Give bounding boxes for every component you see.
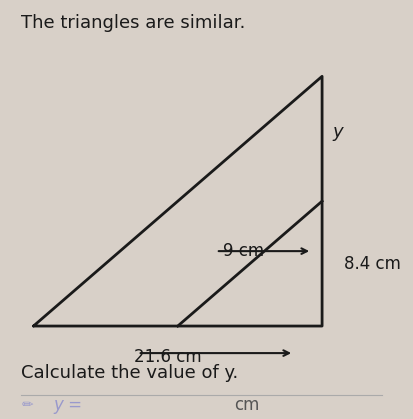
Text: 9 cm: 9 cm	[223, 242, 264, 260]
Text: cm: cm	[233, 396, 259, 414]
Text: y: y	[331, 124, 342, 142]
Text: 21.6 cm: 21.6 cm	[134, 348, 201, 366]
Text: Calculate the value of y.: Calculate the value of y.	[21, 364, 238, 382]
Text: ✏: ✏	[21, 398, 33, 412]
Text: 8.4 cm: 8.4 cm	[343, 255, 400, 273]
Text: y =: y =	[53, 396, 82, 414]
Text: The triangles are similar.: The triangles are similar.	[21, 14, 245, 32]
